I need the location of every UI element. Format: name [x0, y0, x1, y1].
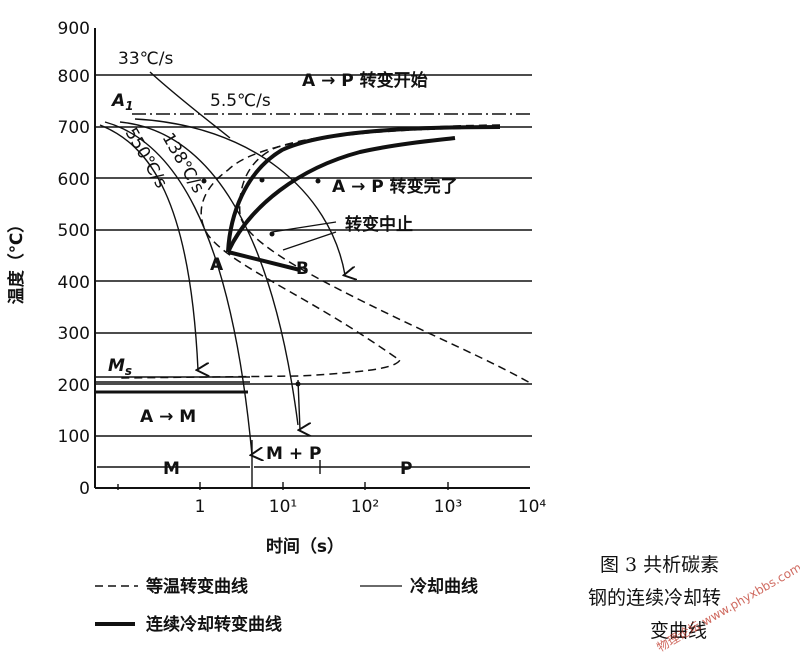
plot-frame	[94, 28, 530, 489]
x-tick-10000: 10⁴	[518, 497, 547, 517]
intersection-dots	[201, 177, 321, 387]
am-label: A → M	[140, 407, 196, 427]
y-axis-label: 温度（℃）	[6, 216, 27, 305]
y-tick-labels: 900 800 700 600 500 400 300 200 100 0	[58, 19, 90, 499]
legend-cooling: 冷却曲线	[410, 576, 478, 597]
y-tick-200: 200	[58, 376, 90, 396]
region-p-label: P	[400, 459, 412, 479]
x-tick-10: 10¹	[269, 497, 297, 517]
stop-label: 转变中止	[345, 214, 413, 235]
legend: 等温转变曲线 冷却曲线 连续冷却转变曲线	[95, 576, 478, 635]
grid-lines	[95, 74, 532, 437]
ap-start-label: A → P 转变开始	[302, 70, 428, 91]
caption-line-2: 钢的连续冷却转	[588, 587, 721, 609]
x-axis-label: 时间（s）	[266, 536, 344, 557]
y-tick-800: 800	[58, 67, 90, 87]
y-tick-400: 400	[58, 273, 90, 293]
ms-label: Ms	[108, 356, 132, 378]
caption-line-3: 变曲线	[650, 620, 707, 642]
x-tick-100: 10²	[351, 497, 379, 517]
region-m-label: M	[163, 459, 180, 479]
y-tick-600: 600	[58, 170, 90, 190]
rate-33-label: 33℃/s	[118, 49, 173, 69]
legend-continuous: 连续冷却转变曲线	[146, 614, 282, 635]
y-tick-300: 300	[58, 324, 90, 344]
rate-5-5-label: 5.5℃/s	[210, 91, 271, 111]
ap-end-label: A → P 转变完了	[332, 176, 458, 197]
point-a-label: A	[210, 255, 224, 275]
region-mp-label: M + P	[266, 444, 321, 464]
region-arrows	[97, 440, 530, 488]
x-tick-1: 1	[195, 497, 206, 517]
figure-caption: 图 3 共析碳素 钢的连续冷却转 变曲线	[588, 554, 721, 642]
x-ticks	[117, 482, 449, 490]
x-tick-labels: 1 10¹ 10² 10³ 10⁴	[195, 497, 547, 517]
y-tick-0: 0	[79, 479, 90, 499]
a1-label: A1	[110, 91, 134, 113]
cct-curves	[226, 125, 501, 272]
y-tick-900: 900	[58, 19, 90, 39]
point-b-label: B	[296, 259, 309, 279]
y-tick-100: 100	[58, 427, 90, 447]
y-tick-500: 500	[58, 221, 90, 241]
legend-isothermal: 等温转变曲线	[146, 576, 248, 597]
caption-line-1: 图 3 共析碳素	[600, 554, 719, 576]
x-tick-1000: 10³	[434, 497, 462, 517]
ms-line	[95, 376, 250, 383]
isothermal-curves	[117, 124, 533, 385]
cooling-curves	[99, 71, 345, 455]
stop-leaders	[271, 221, 337, 251]
y-tick-700: 700	[58, 118, 90, 138]
